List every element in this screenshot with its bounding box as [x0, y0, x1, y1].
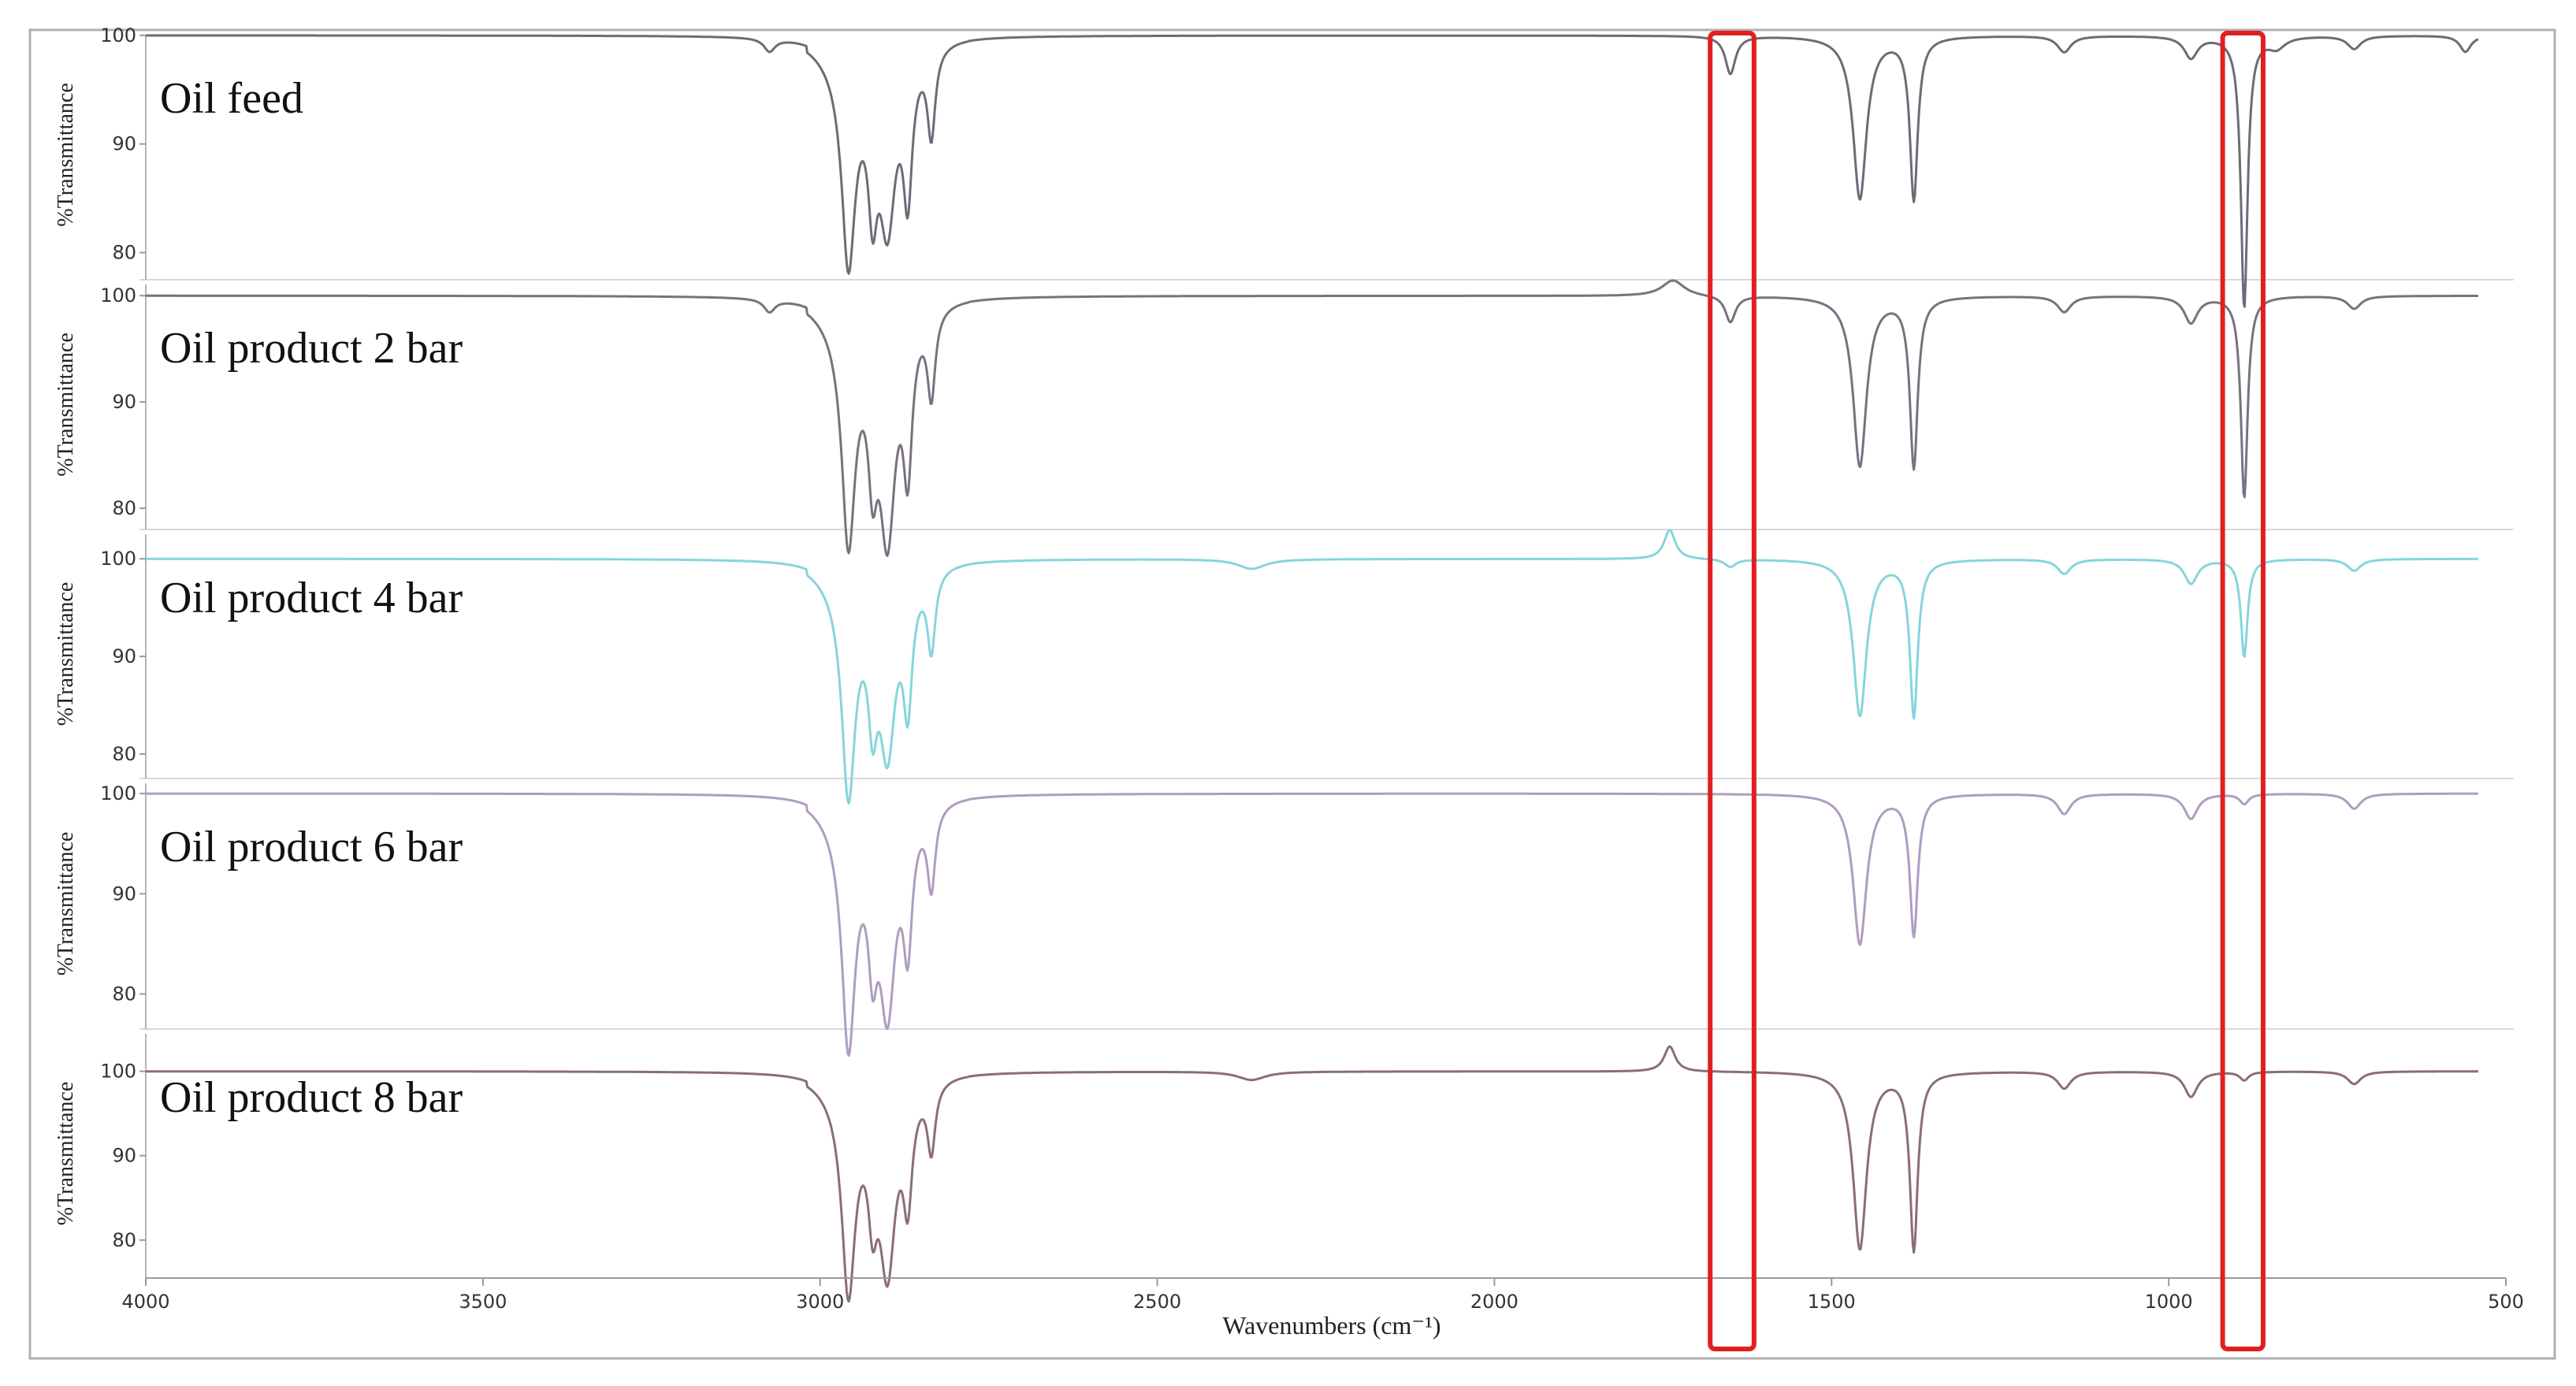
y-tick-label: 90 [112, 133, 136, 155]
panel-title: Oil product 8 bar [160, 1073, 463, 1122]
y-axis-label: %Transmittance [54, 582, 78, 726]
y-axis-label: %Transmittance [54, 83, 78, 227]
panel-title: Oil feed [160, 74, 303, 123]
y-tick-label: 90 [112, 391, 136, 413]
spectrum-panel: 100 90 80 %Transmittance Oil product 2 bar [54, 279, 2514, 557]
spectrum-line [145, 34, 2479, 308]
highlight-boxes [1708, 31, 2266, 1351]
y-axis-label: %Transmittance [54, 832, 78, 976]
x-tick-label: 3500 [459, 1291, 507, 1313]
y-tick-label: 80 [112, 242, 136, 264]
panel-title: Oil product 6 bar [160, 823, 463, 871]
panels-layer: 100 90 80 %Transmittance Oil feed 100 90 80 %Tra… [54, 24, 2514, 1303]
y-tick-label: 100 [100, 782, 136, 804]
spectrum-line [145, 792, 2479, 1057]
panel-title: Oil product 4 bar [160, 574, 463, 622]
spectrum-line [145, 1045, 2479, 1303]
x-tick-label: 500 [2488, 1291, 2524, 1313]
highlight-box [1708, 31, 1756, 1351]
y-tick-label: 80 [112, 497, 136, 519]
y-tick-label: 80 [112, 1229, 136, 1251]
y-axis-label: %Transmittance [54, 333, 78, 477]
y-tick-label: 90 [112, 883, 136, 905]
y-tick-label: 90 [112, 1145, 136, 1167]
x-tick-label: 2000 [1470, 1291, 1518, 1313]
x-tick-label: 2500 [1133, 1291, 1181, 1313]
x-tick-label: 1000 [2145, 1291, 2193, 1313]
x-tick-label: 4000 [121, 1291, 169, 1313]
spectrum-line [145, 279, 2479, 557]
y-tick-label: 100 [100, 548, 136, 570]
x-axis: 4000 3500 3000 2500 2000 1500 1000 500 [121, 1277, 2524, 1313]
x-tick-label: 1500 [1808, 1291, 1856, 1313]
spectrum-panel: 100 90 80 %Transmittance Oil product 4 bar [54, 529, 2514, 804]
y-tick-label: 100 [100, 24, 136, 46]
x-axis-label: Wavenumbers (cm⁻¹) [1222, 1311, 1440, 1340]
spectrum-panel: 100 90 80 %Transmittance Oil feed [54, 24, 2514, 308]
y-tick-label: 80 [112, 743, 136, 765]
x-tick-label: 3000 [796, 1291, 844, 1313]
panel-title: Oil product 2 bar [160, 324, 463, 373]
y-tick-label: 100 [100, 1061, 136, 1083]
y-tick-label: 90 [112, 645, 136, 667]
y-axis-label: %Transmittance [54, 1082, 78, 1226]
y-tick-label: 100 [100, 284, 136, 307]
chart-border [28, 28, 2556, 1360]
y-tick-label: 80 [112, 983, 136, 1005]
spectrum-line [145, 529, 2479, 804]
spectrum-panel: 100 90 80 %Transmittance Oil product 8 bar [54, 1034, 2479, 1303]
highlight-box [2220, 31, 2266, 1351]
spectrum-panel: 100 90 80 %Transmittance Oil product 6 bar [54, 782, 2514, 1057]
